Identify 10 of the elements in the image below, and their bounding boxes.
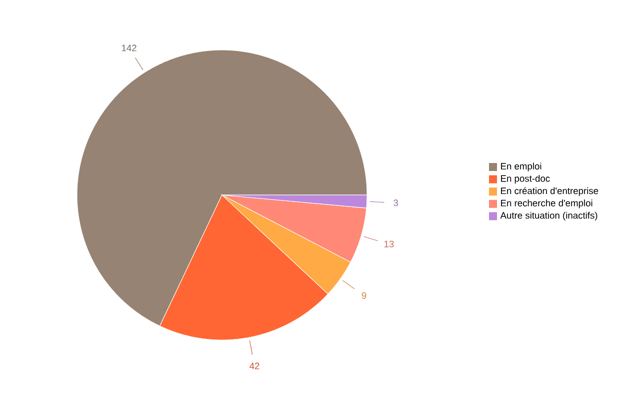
legend-label: En emploi xyxy=(501,162,542,172)
legend-label: Autre situation (inactifs) xyxy=(500,212,598,221)
data-label: 42 xyxy=(250,362,260,370)
data-label: 9 xyxy=(362,292,366,299)
legend-label: En création d'entreprise xyxy=(501,187,598,196)
legend-label: En post-doc xyxy=(501,174,550,184)
legend-label: En recherche d'emploi xyxy=(501,200,592,208)
data-label: 13 xyxy=(384,240,394,248)
data-label: 142 xyxy=(122,44,136,52)
data-label: 3 xyxy=(394,200,398,206)
